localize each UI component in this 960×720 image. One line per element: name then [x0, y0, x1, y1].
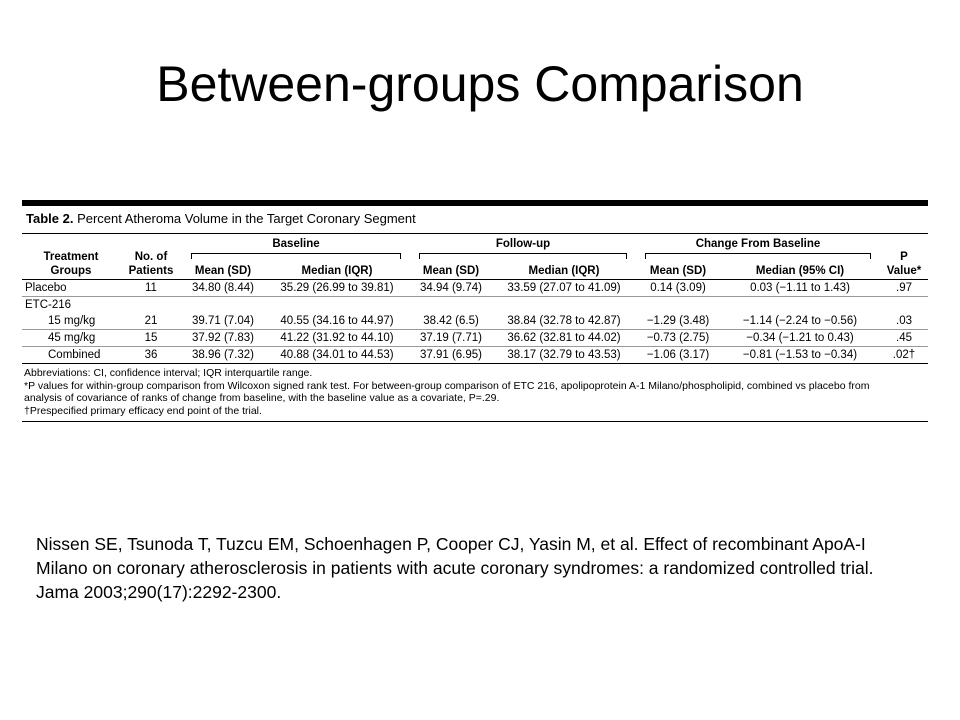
group-header-change: Change From Baseline — [636, 234, 880, 264]
group-header-followup: Follow-up — [410, 234, 636, 264]
table-top-rule — [22, 200, 928, 206]
cell-change-mean: −1.06 (3.17) — [646, 349, 710, 361]
table-row-placebo: Placebo 11 34.80 (8.44) 35.29 (26.99 to … — [22, 280, 928, 297]
col-header-p-value: P Value* — [886, 251, 922, 277]
table-caption-text: Percent Atheroma Volume in the Target Co… — [73, 211, 416, 226]
cell-group: 45 mg/kg — [48, 332, 96, 344]
table-footnotes: Abbreviations: CI, confidence interval; … — [22, 364, 928, 422]
cell-p-value: .97 — [896, 282, 912, 294]
table-caption: Table 2. Percent Atheroma Volume in the … — [22, 206, 928, 233]
cell-change-mean: 0.14 (3.09) — [650, 282, 706, 294]
atheroma-table: Treatment Groups No. of Patients Baselin… — [22, 233, 928, 364]
group-bracket — [419, 253, 627, 259]
cell-followup-median: 38.84 (32.78 to 42.87) — [507, 315, 621, 327]
cell-baseline-median: 41.22 (31.92 to 44.10) — [280, 332, 394, 344]
group-bracket — [191, 253, 401, 259]
group-header-baseline-label: Baseline — [272, 238, 320, 250]
group-bracket — [645, 253, 871, 259]
col-header-treatment: Treatment Groups — [43, 251, 99, 277]
table-caption-label: Table 2. — [26, 211, 74, 226]
cell-followup-median: 36.62 (32.81 to 44.02) — [507, 332, 621, 344]
cell-patients: 15 — [144, 332, 158, 344]
cell-baseline-median: 40.88 (34.01 to 44.53) — [280, 349, 394, 361]
header-row-groups: Treatment Groups No. of Patients Baselin… — [22, 233, 928, 277]
cell-followup-median: 38.17 (32.79 to 43.53) — [507, 349, 621, 361]
cell-group: Combined — [48, 349, 101, 361]
cell-change-median: 0.03 (−1.11 to 1.43) — [750, 282, 850, 294]
citation-text: Nissen SE, Tsunoda T, Tuzcu EM, Schoenha… — [36, 534, 874, 602]
cell-followup-mean: 38.42 (6.5) — [423, 315, 479, 327]
cell-change-mean: −1.29 (3.48) — [646, 315, 710, 327]
col-header-change-mean: Mean (SD) — [649, 265, 707, 277]
cell-followup-mean: 37.91 (6.95) — [419, 349, 482, 361]
cell-p-value: .02† — [892, 349, 916, 361]
cell-change-median: −0.34 (−1.21 to 0.43) — [746, 332, 854, 344]
group-header-followup-label: Follow-up — [495, 238, 551, 250]
cell-followup-mean: 34.94 (9.74) — [419, 282, 482, 294]
cell-patients: 36 — [144, 349, 158, 361]
table-figure: Table 2. Percent Atheroma Volume in the … — [22, 200, 928, 422]
table-row-combined: Combined 36 38.96 (7.32) 40.88 (34.01 to… — [22, 347, 928, 364]
cell-group: 15 mg/kg — [48, 315, 96, 327]
cell-change-median: −0.81 (−1.53 to −0.34) — [742, 349, 858, 361]
table-row-etc216-heading: ETC-216 — [22, 297, 928, 314]
table-row-45mg: 45 mg/kg 15 37.92 (7.83) 41.22 (31.92 to… — [22, 330, 928, 347]
group-header-change-label: Change From Baseline — [695, 238, 821, 250]
cell-baseline-mean: 37.92 (7.83) — [191, 332, 254, 344]
col-header-followup-median: Median (IQR) — [528, 265, 600, 277]
cell-baseline-mean: 34.80 (8.44) — [191, 282, 254, 294]
cell-group: Placebo — [25, 282, 67, 294]
cell-followup-mean: 37.19 (7.71) — [419, 332, 482, 344]
cell-patients: 11 — [145, 282, 157, 294]
cell-change-median: −1.14 (−2.24 to −0.56) — [742, 315, 858, 327]
cell-baseline-median: 40.55 (34.16 to 44.97) — [280, 315, 394, 327]
col-header-patients: No. of Patients — [128, 251, 174, 277]
col-header-baseline-median: Median (IQR) — [301, 265, 373, 277]
cell-p-value: .45 — [896, 332, 912, 344]
col-header-followup-mean: Mean (SD) — [422, 265, 480, 277]
cell-p-value: .03 — [896, 315, 912, 327]
cell-baseline-mean: 38.96 (7.32) — [191, 349, 254, 361]
cell-change-mean: −0.73 (2.75) — [646, 332, 710, 344]
cell-followup-median: 33.59 (27.07 to 41.09) — [507, 282, 621, 294]
cell-patients: 21 — [144, 315, 158, 327]
cell-baseline-mean: 39.71 (7.04) — [191, 315, 254, 327]
header-row-sub: Mean (SD) Median (IQR) Mean (SD) Median … — [22, 263, 928, 280]
col-header-change-median: Median (95% CI) — [755, 265, 845, 277]
cell-baseline-median: 35.29 (26.99 to 39.81) — [280, 282, 394, 294]
table-row-15mg: 15 mg/kg 21 39.71 (7.04) 40.55 (34.16 to… — [22, 313, 928, 330]
cell-group: ETC-216 — [25, 299, 72, 311]
col-header-baseline-mean: Mean (SD) — [194, 265, 252, 277]
slide-title: Between-groups Comparison — [156, 56, 804, 112]
group-header-baseline: Baseline — [182, 234, 410, 264]
